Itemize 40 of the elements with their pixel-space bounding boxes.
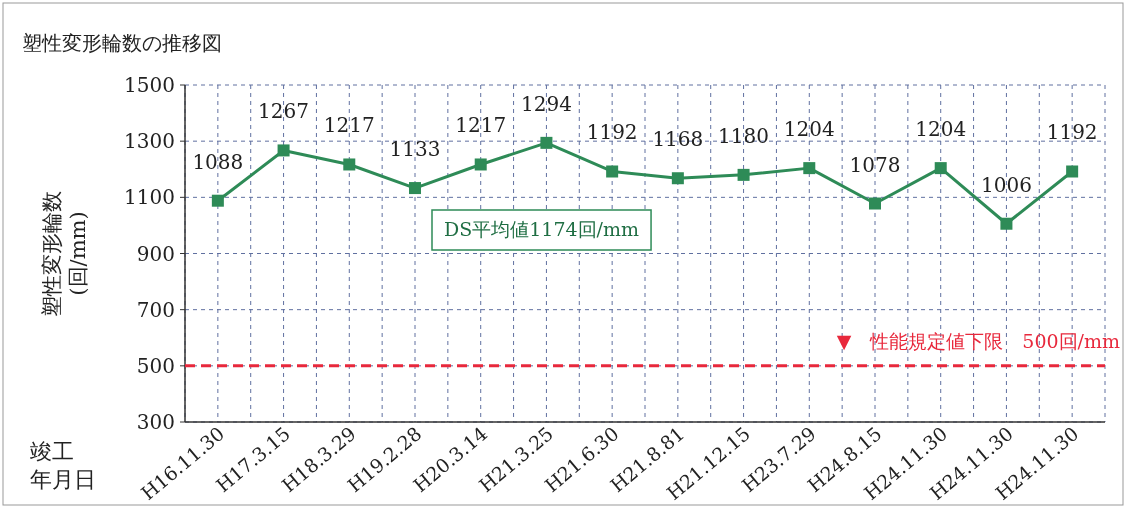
y-tick-label: 300 (136, 410, 175, 434)
data-label: 1088 (192, 149, 244, 174)
data-label: 1192 (586, 120, 638, 145)
y-tick-label: 1500 (124, 73, 175, 97)
data-label: 1217 (323, 113, 375, 138)
y-axis-title: 塑性変形輪数 (回/mm) (40, 190, 90, 317)
data-label: 1078 (849, 152, 901, 177)
data-label: 1217 (455, 113, 507, 138)
data-label: 1168 (652, 127, 704, 152)
data-label: 1180 (718, 123, 770, 148)
y-tick-label: 1300 (124, 129, 175, 154)
data-label: 1267 (258, 99, 310, 124)
point (409, 182, 421, 195)
data-label: 1204 (783, 117, 835, 142)
point (737, 168, 750, 181)
point (343, 158, 356, 171)
point (277, 144, 290, 157)
point (606, 165, 619, 178)
data-label: 1294 (520, 91, 572, 116)
point (934, 162, 947, 175)
y-tick-label: 900 (136, 241, 175, 266)
data-label: 1006 (980, 172, 1032, 197)
data-label: 1133 (389, 137, 441, 162)
point (1000, 217, 1013, 230)
y-tick-label: 700 (136, 297, 175, 322)
chart-title: 塑性変形輪数の推移図 (22, 31, 222, 55)
point (671, 172, 684, 185)
ref-line-label: ▼ 性能規定値下限 500回/mm (836, 329, 1120, 352)
point (211, 194, 224, 207)
point (869, 197, 881, 210)
point (474, 158, 487, 171)
point (803, 162, 816, 175)
x-axis-title: 竣工年月日 (30, 438, 97, 493)
point (1066, 165, 1079, 178)
annotation: DS平均値1174回/mm (444, 218, 640, 240)
y-tick-label: 500 (136, 353, 175, 378)
point (540, 136, 553, 149)
y-tick-label: 1100 (124, 185, 175, 210)
data-label: 1204 (915, 117, 967, 142)
data-label: 1192 (1046, 120, 1098, 145)
